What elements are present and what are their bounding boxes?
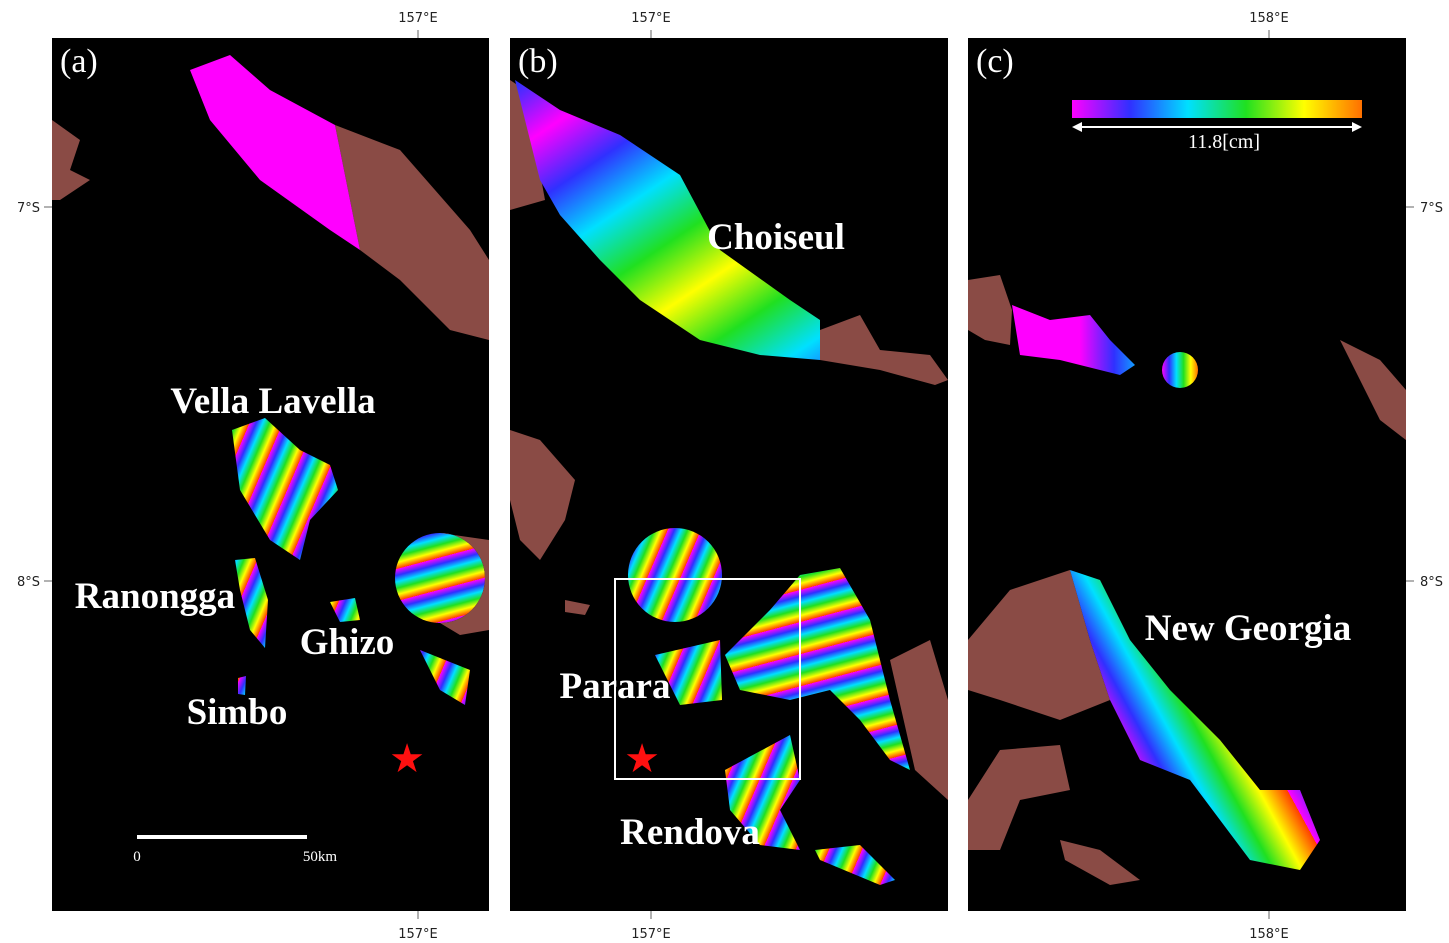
lat-label: 7°S (1420, 201, 1443, 216)
place-name: New Georgia (1145, 608, 1352, 649)
lon-label: 158°E (1249, 927, 1289, 942)
lon-label: 157°E (631, 927, 671, 942)
panel-label: (c) (976, 43, 1014, 80)
epicenter-star: ★ (624, 736, 660, 781)
place-name: Simbo (187, 692, 288, 733)
lat-label: 7°S (17, 201, 40, 216)
scale-label: 0 (133, 849, 141, 865)
epicenter-star: ★ (389, 736, 425, 781)
lat-label: 8°S (1420, 575, 1443, 590)
place-name: Ghizo (300, 622, 395, 663)
place-name: Ranongga (75, 576, 235, 617)
figure: ★ (a) Vella Lavella Ranongga Ghizo Simbo… (0, 0, 1449, 943)
scale-bar (137, 835, 307, 839)
lon-label: 157°E (631, 11, 671, 26)
place-name: Rendova (620, 812, 760, 853)
interferogram (628, 528, 722, 622)
color-scale-label: 11.8[cm] (1188, 131, 1260, 153)
panel-label: (b) (518, 43, 558, 80)
panel-c: 11.8[cm] (c) New Georgia 158°E 158°E (968, 11, 1406, 942)
panel-a: ★ (a) Vella Lavella Ranongga Ghizo Simbo… (52, 11, 489, 942)
interferogram (1162, 352, 1198, 388)
lon-label: 157°E (398, 927, 438, 942)
interferogram (395, 533, 485, 623)
scale-label: 50km (303, 849, 338, 865)
panel-label: (a) (60, 43, 98, 80)
place-name: Parara (560, 666, 671, 707)
panel-b: ★ (b) Choiseul Parara Rendova 157°E 157°… (510, 11, 948, 942)
place-name: Vella Lavella (170, 381, 375, 422)
place-name: Choiseul (707, 217, 845, 258)
color-scale (1072, 100, 1362, 118)
lat-label: 8°S (17, 575, 40, 590)
lon-label: 157°E (398, 11, 438, 26)
lon-label: 158°E (1249, 11, 1289, 26)
